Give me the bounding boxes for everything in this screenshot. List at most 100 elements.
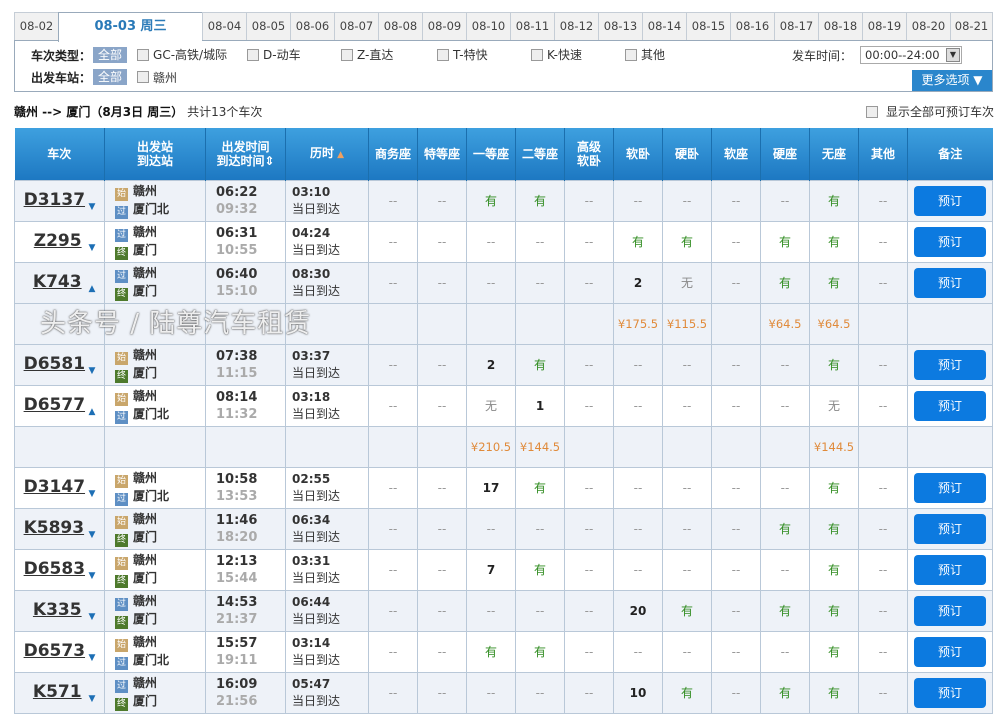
sort-up-icon[interactable]: ▲ [333,149,345,160]
column-header[interactable]: 历时 ▲ [285,128,369,180]
expand-arrow-icon[interactable]: ▼ [85,365,96,376]
collapse-arrow-icon[interactable]: ▲ [85,283,96,294]
book-button[interactable]: 预订 [914,390,986,421]
seat-availability-cell[interactable]: 有 [662,671,712,714]
arrival-station[interactable]: 厦门北 [133,652,170,667]
seat-availability-cell[interactable]: 10 [613,671,663,714]
seat-availability-cell[interactable]: 有 [515,466,565,509]
seat-availability-cell[interactable]: 有 [809,630,859,673]
show-all-checkbox[interactable]: 显示全部可预订车次 [865,103,994,120]
seat-availability-cell[interactable]: 有 [809,220,859,263]
departure-station[interactable]: 赣州 [133,511,158,526]
date-tab[interactable]: 08-14 [642,12,686,40]
train-number-link[interactable]: D6573 [23,640,86,661]
column-header[interactable]: 出发站 到达站 [104,128,206,180]
expand-arrow-icon[interactable]: ▼ [85,529,96,540]
book-button[interactable]: 预订 [914,267,986,298]
train-number-link[interactable]: D6583 [23,558,86,579]
column-header[interactable]: 车次 [14,128,105,180]
station-checkbox[interactable]: 赣州 [137,69,177,86]
book-button[interactable]: 预订 [914,636,986,667]
seat-availability-cell[interactable]: 有 [760,671,810,714]
seat-availability-cell[interactable]: 有 [760,589,810,632]
date-tab[interactable]: 08-13 [598,12,642,40]
arrival-station[interactable]: 厦门北 [133,406,170,421]
date-tab[interactable]: 08-09 [422,12,466,40]
seat-availability-cell[interactable]: 有 [662,589,712,632]
train-type-all-button[interactable]: 全部 [93,47,128,63]
arrival-station[interactable]: 厦门 [133,529,158,544]
date-tab[interactable]: 08-21 [950,12,993,40]
expand-arrow-icon[interactable]: ▼ [85,611,96,622]
expand-arrow-icon[interactable]: ▼ [85,570,96,581]
train-number-link[interactable]: K5893 [23,517,85,538]
arrival-station[interactable]: 厦门 [133,611,158,626]
departure-station[interactable]: 赣州 [133,470,158,485]
column-header[interactable]: 无座 [809,128,859,180]
train-number-link[interactable]: K743 [32,271,82,292]
seat-availability-cell[interactable]: 有 [809,671,859,714]
departure-time-select[interactable]: 00:00--24:00 ▼ [860,46,962,64]
train-type-checkbox[interactable]: Z-直达 [341,46,393,63]
column-header[interactable]: 特等座 [417,128,467,180]
train-number-link[interactable]: K335 [32,599,82,620]
date-tab[interactable]: 08-07 [334,12,378,40]
train-type-checkbox[interactable]: 其他 [625,46,665,63]
date-tab[interactable]: 08-11 [510,12,554,40]
seat-availability-cell[interactable]: 有 [809,589,859,632]
arrival-station[interactable]: 厦门 [133,693,158,708]
seat-availability-cell[interactable]: 2 [466,343,516,386]
date-tab[interactable]: 08-05 [246,12,290,40]
seat-availability-cell[interactable]: 无 [662,261,712,304]
seat-availability-cell[interactable]: 20 [613,589,663,632]
train-type-checkbox[interactable]: K-快速 [531,46,582,63]
seat-availability-cell[interactable]: 7 [466,548,516,591]
train-number-link[interactable]: K571 [32,681,82,702]
column-header[interactable]: 商务座 [368,128,418,180]
column-header[interactable]: 硬座 [760,128,810,180]
train-number-link[interactable]: D6577 [23,394,86,415]
seat-availability-cell[interactable]: 有 [515,343,565,386]
train-type-checkbox[interactable]: D-动车 [247,46,301,63]
seat-availability-cell[interactable]: 有 [515,179,565,222]
arrival-station[interactable]: 厦门 [133,283,158,298]
seat-availability-cell[interactable]: 2 [613,261,663,304]
more-options-button[interactable]: 更多选项 ▼ [912,70,992,91]
arrival-station[interactable]: 厦门 [133,570,158,585]
book-button[interactable]: 预订 [914,226,986,257]
seat-availability-cell[interactable]: 有 [613,220,663,263]
departure-station[interactable]: 赣州 [133,347,158,362]
departure-station[interactable]: 赣州 [133,552,158,567]
column-header[interactable]: 备注 [907,128,993,180]
seat-availability-cell[interactable]: 有 [760,507,810,550]
date-tab[interactable]: 08-17 [774,12,818,40]
departure-station[interactable]: 赣州 [133,634,158,649]
seat-availability-cell[interactable]: 有 [760,261,810,304]
expand-arrow-icon[interactable]: ▼ [85,242,96,253]
seat-availability-cell[interactable]: 无 [809,384,859,427]
departure-station[interactable]: 赣州 [133,265,158,280]
column-header[interactable]: 其他 [858,128,908,180]
column-header[interactable]: 软卧 [613,128,663,180]
date-tab[interactable]: 08-12 [554,12,598,40]
departure-station[interactable]: 赣州 [133,675,158,690]
seat-availability-cell[interactable]: 1 [515,384,565,427]
column-header[interactable]: 二等座 [515,128,565,180]
expand-arrow-icon[interactable]: ▼ [85,693,96,704]
book-button[interactable]: 预订 [914,185,986,216]
date-tab[interactable]: 08-10 [466,12,510,40]
seat-availability-cell[interactable]: 有 [809,261,859,304]
seat-availability-cell[interactable]: 有 [809,343,859,386]
date-tab[interactable]: 08-19 [862,12,906,40]
seat-availability-cell[interactable]: 有 [809,507,859,550]
book-button[interactable]: 预订 [914,677,986,708]
date-tab[interactable]: 08-03 周三 [58,12,202,42]
date-tab[interactable]: 08-18 [818,12,862,40]
train-type-checkbox[interactable]: GC-高铁/城际 [137,46,227,63]
arrival-station[interactable]: 厦门北 [133,201,170,216]
seat-availability-cell[interactable]: 无 [466,384,516,427]
column-header[interactable]: 硬卧 [662,128,712,180]
departure-station[interactable]: 赣州 [133,183,158,198]
book-button[interactable]: 预订 [914,554,986,585]
seat-availability-cell[interactable]: 有 [515,548,565,591]
